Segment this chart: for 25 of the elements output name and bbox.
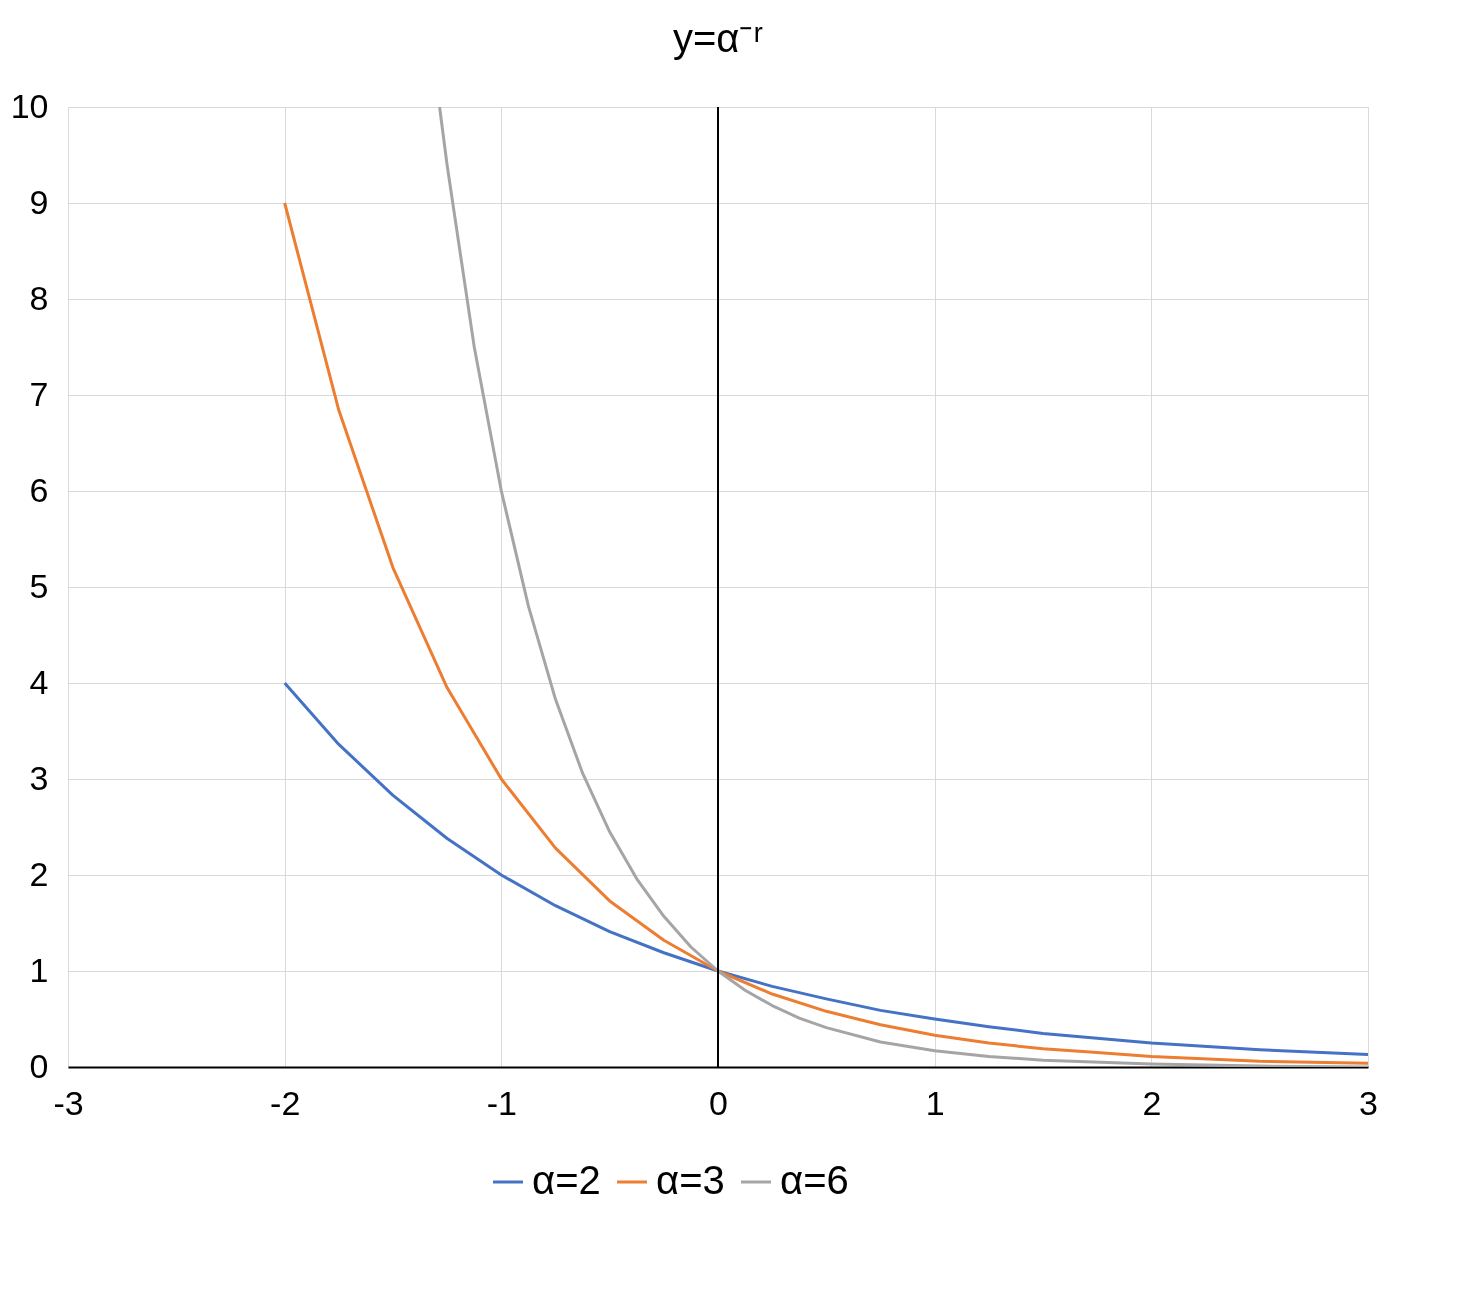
y-tick-label: 2 [29, 854, 49, 893]
y-tick-label: 1 [29, 950, 49, 989]
x-tick-label: 2 [1142, 1083, 1162, 1122]
x-tick-label: -1 [486, 1083, 517, 1122]
y-tick-label: 10 [10, 86, 49, 125]
x-tick-label: 0 [709, 1083, 728, 1122]
x-tick-label: -3 [53, 1083, 84, 1122]
line-series [283, 681, 1368, 1057]
y-tick-label: 3 [29, 758, 49, 797]
y-tick-label: 8 [29, 278, 49, 317]
legend-label: α=2 [532, 1158, 601, 1202]
line-series [438, 107, 1368, 1067]
line-series [283, 201, 1368, 1065]
chart-title: y=α⁻ʳ [672, 16, 764, 60]
y-tick-label: 5 [29, 566, 49, 605]
x-tick-label: 3 [1359, 1083, 1378, 1122]
legend-label: α=3 [656, 1158, 725, 1202]
y-tick-label: 6 [29, 470, 49, 509]
x-tick-label: -2 [270, 1083, 301, 1122]
y-tick-label: 9 [29, 182, 49, 221]
legend-label: α=6 [780, 1158, 849, 1202]
x-tick-label: 1 [925, 1083, 945, 1122]
y-tick-label: 4 [29, 662, 49, 701]
y-tick-label: 0 [29, 1046, 49, 1085]
y-tick-label: 7 [29, 374, 49, 413]
